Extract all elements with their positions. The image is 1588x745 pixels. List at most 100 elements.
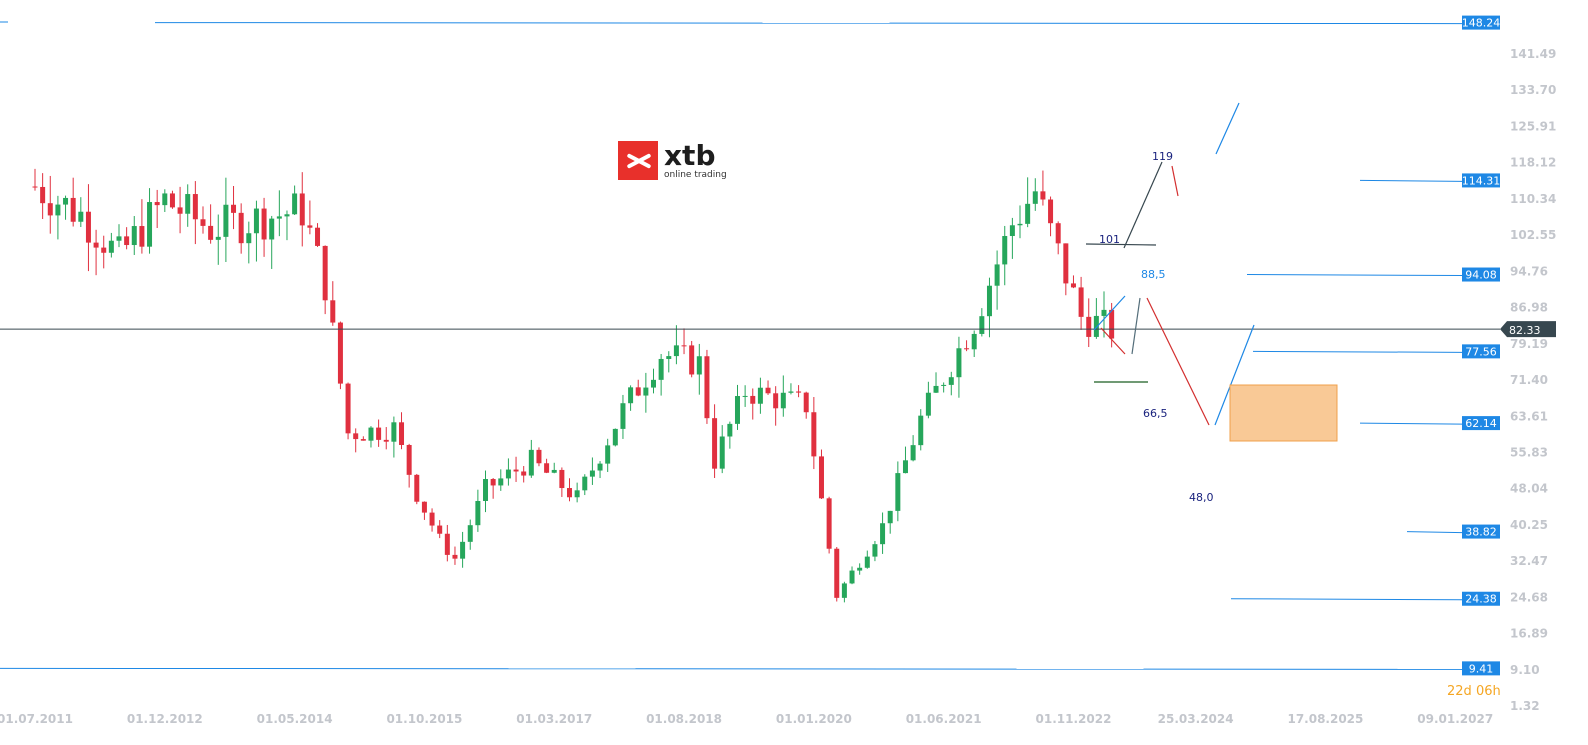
- y-tick-label: 55.83: [1510, 445, 1548, 459]
- candle-body: [238, 212, 244, 244]
- y-tick-label: 16.89: [1510, 627, 1548, 641]
- y-tick-label: 24.68: [1510, 590, 1548, 604]
- logo-tagline: online trading: [664, 169, 727, 180]
- candle-body: [513, 469, 519, 472]
- level-line: [1359, 422, 1463, 425]
- candle-body: [528, 449, 534, 476]
- candle-body: [902, 460, 908, 474]
- candle-body: [597, 463, 603, 471]
- level-tag: [1462, 267, 1500, 282]
- candle-body: [269, 218, 275, 240]
- candle-body: [505, 469, 511, 479]
- candle-body: [612, 428, 618, 446]
- wave-annotation: 119: [1152, 150, 1173, 163]
- candle-body: [941, 384, 947, 386]
- candle-body: [1055, 223, 1061, 244]
- y-tick-label: 63.61: [1510, 409, 1548, 423]
- candle-body: [956, 348, 962, 378]
- y-tick-label: 133.70: [1510, 83, 1556, 97]
- candle-body: [452, 554, 458, 559]
- y-tick-label: 40.25: [1510, 518, 1548, 532]
- candle-body: [124, 236, 130, 246]
- candle-body: [1109, 309, 1115, 339]
- y-axis: 141.49 133.70 125.91 118.12 110.34 102.55 94.7…: [1510, 47, 1556, 713]
- candle-body: [933, 385, 939, 393]
- candle-body: [559, 469, 565, 489]
- level-tag-label: 62.14: [1465, 417, 1497, 430]
- candle-body: [414, 474, 420, 502]
- target-zone: [1229, 384, 1338, 442]
- candle-body: [101, 247, 107, 253]
- candle-body: [1070, 283, 1076, 288]
- level-tag: [1462, 524, 1500, 539]
- candle-body: [803, 392, 809, 413]
- x-tick-label: 01.05.2014: [257, 712, 333, 726]
- wave-annotation: 101: [1099, 233, 1120, 246]
- candle-body: [246, 233, 252, 244]
- candle-body: [85, 211, 91, 243]
- candle-body: [895, 473, 901, 511]
- candle-body: [734, 396, 740, 424]
- candle-body: [231, 204, 237, 213]
- candle-body: [666, 356, 672, 359]
- candle-body: [1032, 191, 1038, 204]
- bar-countdown: 22d 06h: [1447, 684, 1501, 699]
- level-tag: [1462, 661, 1500, 676]
- y-tick-label: 102.55: [1510, 228, 1556, 242]
- candle-body: [391, 422, 397, 442]
- x-tick-label: 01.03.2017: [516, 712, 592, 726]
- level-line: [1246, 274, 1463, 277]
- candle-body: [780, 392, 786, 409]
- candle-body: [796, 391, 802, 393]
- level-tag: [1462, 15, 1500, 30]
- candle-body: [383, 439, 389, 442]
- candle-body: [460, 541, 466, 559]
- candle-body: [918, 415, 924, 446]
- candle-body: [467, 525, 473, 542]
- candle-body: [406, 444, 412, 475]
- x-tick-label: 01.11.2022: [1036, 712, 1112, 726]
- candle-body: [910, 445, 916, 461]
- x-tick-label: 17.08.2025: [1287, 712, 1363, 726]
- current-price-label: 82.33: [1509, 324, 1541, 337]
- candle-body: [681, 345, 687, 347]
- projection-line: [1215, 102, 1240, 155]
- candle-body: [628, 387, 634, 404]
- candle-body: [1017, 223, 1023, 226]
- level-line: [1406, 531, 1463, 534]
- candle-body: [322, 245, 328, 301]
- candle-body: [47, 203, 53, 216]
- candle-body: [544, 463, 550, 473]
- candle-body: [536, 449, 542, 464]
- current-price-tag: [1500, 321, 1556, 338]
- candle-body: [742, 395, 748, 397]
- candle-body: [650, 379, 656, 388]
- candle-body: [169, 193, 175, 208]
- candle-body: [1009, 225, 1015, 237]
- candle-body: [620, 403, 626, 429]
- candle-body: [1093, 315, 1099, 337]
- candle-body: [1101, 309, 1107, 316]
- y-tick-label: 79.19: [1510, 337, 1548, 351]
- candle-body: [177, 207, 183, 214]
- level-tag-label: 9.41: [1469, 662, 1494, 675]
- candle-body: [1048, 199, 1054, 224]
- projection-line: [1171, 165, 1179, 197]
- projection-level-101: [1085, 243, 1157, 246]
- candle-body: [131, 226, 137, 246]
- candle-body: [887, 510, 893, 524]
- projection-line: [1146, 297, 1210, 426]
- candle-body: [200, 219, 206, 226]
- candle-body: [857, 567, 863, 571]
- level-tag-label: 148.24: [1462, 17, 1501, 30]
- level-line: [1230, 598, 1463, 601]
- candle-body: [849, 570, 855, 584]
- candle-body: [78, 211, 84, 222]
- candle-body: [704, 356, 710, 419]
- candle-body: [1040, 191, 1046, 200]
- candle-body: [696, 356, 702, 375]
- candle-body: [253, 208, 259, 234]
- candle-body: [154, 202, 160, 206]
- candle-body: [498, 478, 504, 486]
